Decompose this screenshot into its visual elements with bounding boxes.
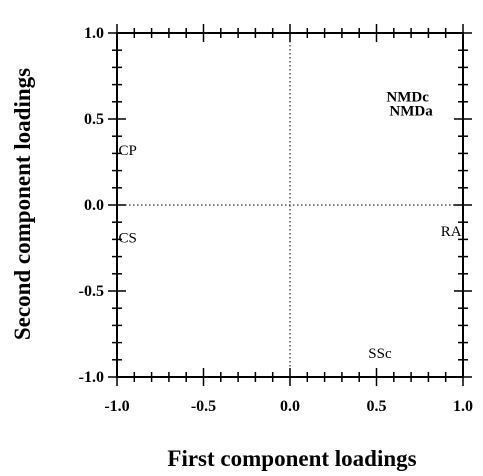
point-label-nmdc: NMDc	[386, 90, 429, 106]
point-label-cs: CS	[118, 231, 136, 247]
y-tick-label: 0.5	[84, 111, 104, 128]
y-tick-label: -0.5	[79, 283, 104, 300]
x-tick-label: -1.0	[104, 398, 129, 415]
tick-marks	[108, 24, 472, 386]
reference-lines	[117, 33, 463, 377]
point-label-ssc: SSc	[368, 346, 392, 362]
x-tick-label: 0.5	[367, 398, 387, 415]
tick-labels: -1.0 -0.5 0.0 0.5 1.0 1.0 0.5 0.0 -0.5 -1.0	[79, 25, 473, 415]
x-tick-label: 1.0	[453, 398, 473, 415]
point-label-cp: CP	[118, 143, 136, 159]
point-label-ra: RA	[441, 224, 462, 240]
y-tick-label: -1.0	[79, 369, 104, 386]
y-tick-label: 0.0	[84, 197, 104, 214]
x-tick-label: 0.0	[280, 398, 300, 415]
y-axis-label: Second component loadings	[10, 68, 35, 340]
y-tick-label: 1.0	[84, 25, 104, 42]
x-tick-label: -0.5	[191, 398, 216, 415]
x-axis-label: First component loadings	[167, 446, 416, 471]
point-label-nmda: NMDa	[389, 103, 433, 119]
